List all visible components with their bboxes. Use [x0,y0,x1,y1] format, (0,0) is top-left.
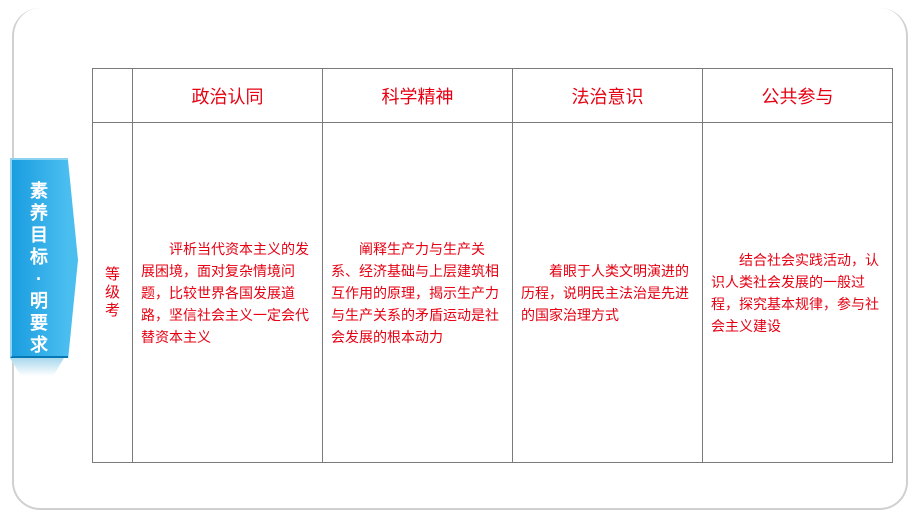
col-header-political: 政治认同 [133,69,323,123]
col-header-scientific: 科学精神 [323,69,513,123]
cell-legal-text: 着眼于人类文明演进的历程，说明民主法治是先进的国家治理方式 [521,260,694,326]
table-row: 等级考 评析当代资本主义的发展困境，面对复杂情境问题，比较世界各国发展道路，坚信… [93,123,893,463]
side-tab-label: 素养目标·明要求 [30,180,50,356]
cell-political: 评析当代资本主义的发展困境，面对复杂情境问题，比较世界各国发展道路，坚信社会主义… [133,123,323,463]
table-header-row: 政治认同 科学精神 法治意识 公共参与 [93,69,893,123]
row-header-level: 等级考 [93,123,133,463]
col-header-public: 公共参与 [703,69,893,123]
table-corner-cell [93,69,133,123]
row-header-label: 等级考 [105,266,121,320]
cell-public: 结合社会实践活动，认识人类社会发展的一般过程，探究基本规律，参与社会主义建设 [703,123,893,463]
competency-table: 政治认同 科学精神 法治意识 公共参与 等级考 评析当代资本主义的发展困境，面对… [92,68,893,463]
cell-political-text: 评析当代资本主义的发展困境，面对复杂情境问题，比较世界各国发展道路，坚信社会主义… [141,238,314,348]
side-tab: 素养目标·明要求 [10,158,68,358]
cell-scientific-text: 阐释生产力与生产关系、经济基础与上层建筑相互作用的原理，揭示生产力与生产关系的矛… [331,238,504,348]
cell-legal: 着眼于人类文明演进的历程，说明民主法治是先进的国家治理方式 [513,123,703,463]
cell-scientific: 阐释生产力与生产关系、经济基础与上层建筑相互作用的原理，揭示生产力与生产关系的矛… [323,123,513,463]
cell-public-text: 结合社会实践活动，认识人类社会发展的一般过程，探究基本规律，参与社会主义建设 [711,249,884,337]
col-header-legal: 法治意识 [513,69,703,123]
content-card: 素养目标·明要求 政治认同 科学精神 法治意识 公共参与 等级考 评析当代资本主… [12,8,908,510]
side-tab-shadow [10,358,64,376]
